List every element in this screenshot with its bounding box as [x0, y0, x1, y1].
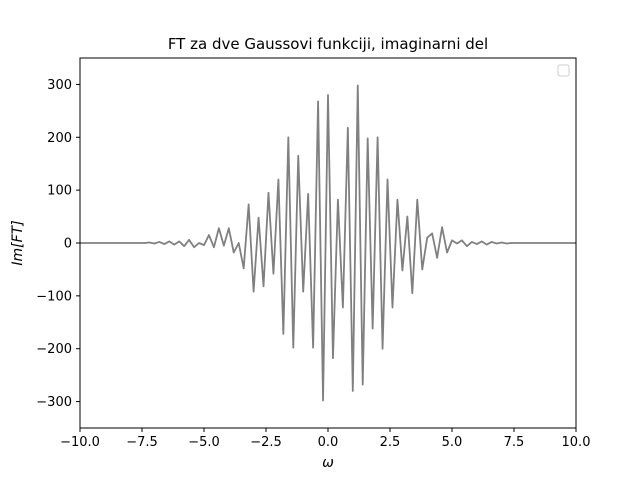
series-line	[80, 84, 576, 402]
y-tick-label: −100	[36, 289, 72, 304]
y-tick-label: 100	[47, 184, 72, 199]
x-tick-label: −2.5	[250, 435, 282, 450]
x-tick-label: 7.5	[504, 435, 525, 450]
x-tick-label: 5.0	[442, 435, 463, 450]
legend-box	[557, 64, 570, 77]
x-axis: −10.0 −7.5 −5.0 −2.5 0.0 2.5 5.0 7.5 10.0	[60, 428, 590, 450]
plot-frame	[79, 57, 577, 429]
y-tick-label: −200	[36, 342, 72, 357]
x-tick-label: 10.0	[562, 435, 591, 450]
y-tick-label: 0	[64, 237, 72, 252]
y-axis: −300 −200 −100 0 100 200 300	[36, 78, 80, 410]
x-tick-label: −5.0	[188, 435, 220, 450]
y-tick-label: 300	[47, 78, 72, 93]
y-tick-label: −300	[36, 395, 72, 410]
series-layer	[80, 84, 576, 402]
x-tick-label: 2.5	[380, 435, 401, 450]
x-tick-label: −7.5	[126, 435, 158, 450]
x-tick-label: −10.0	[60, 435, 100, 450]
y-tick-label: 200	[47, 131, 72, 146]
x-axis-label: ω	[322, 455, 334, 471]
chart-title: FT za dve Gaussovi funkciji, imaginarni …	[168, 35, 488, 53]
y-axis-label: Im[FT]	[10, 220, 26, 265]
x-tick-label: 0.0	[318, 435, 339, 450]
